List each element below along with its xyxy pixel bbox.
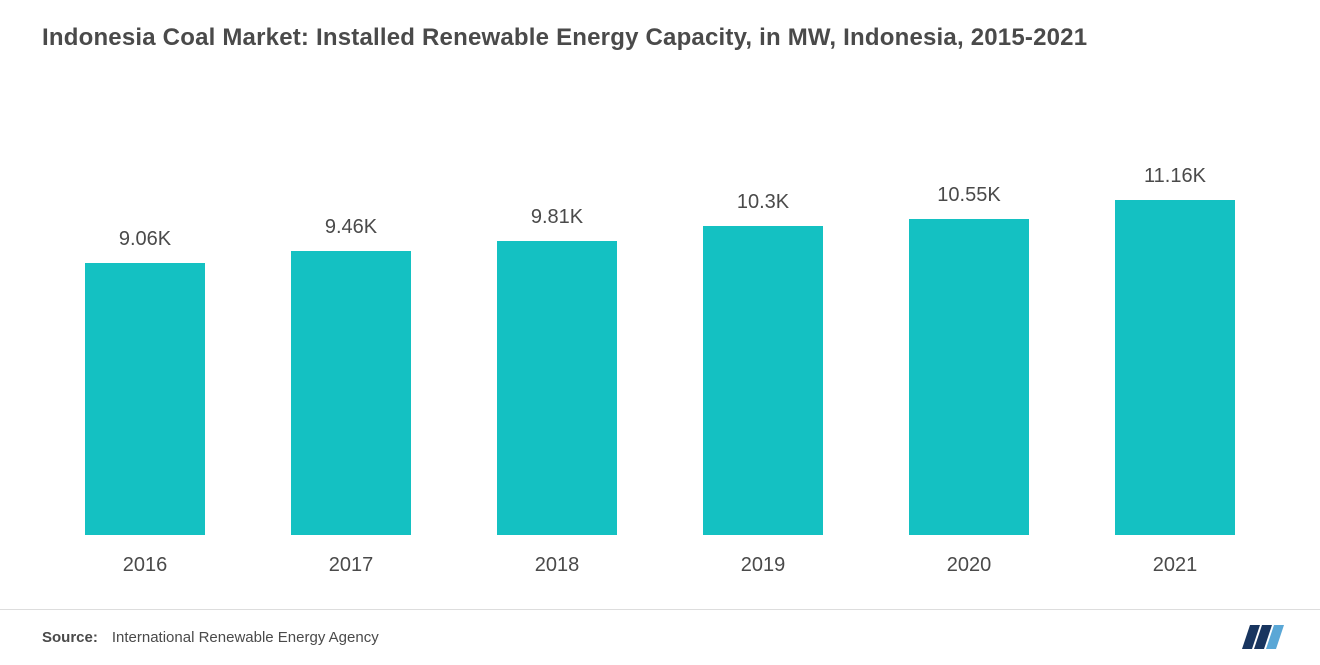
bar	[291, 251, 410, 535]
bar	[1115, 200, 1234, 535]
bar	[703, 226, 822, 535]
plot-area: 9.06K 9.46K 9.81K 10.3K 10.55K 11.16K	[42, 100, 1278, 535]
bar-value-label: 10.55K	[937, 184, 1000, 207]
x-tick-label: 2021	[1072, 554, 1278, 577]
bars-row: 9.06K 9.46K 9.81K 10.3K 10.55K 11.16K	[42, 100, 1278, 535]
bar	[497, 241, 616, 535]
source-label: Source:	[42, 629, 98, 646]
bar-slot: 10.55K	[866, 100, 1072, 535]
bar-slot: 9.06K	[42, 100, 248, 535]
bar-slot: 11.16K	[1072, 100, 1278, 535]
bar-value-label: 9.06K	[119, 228, 171, 251]
bar-value-label: 10.3K	[737, 191, 789, 214]
x-tick-label: 2018	[454, 554, 660, 577]
bar	[909, 219, 1028, 536]
chart-footer: Source: International Renewable Energy A…	[0, 609, 1320, 665]
bar-value-label: 11.16K	[1144, 165, 1206, 188]
bar-slot: 9.81K	[454, 100, 660, 535]
bar-value-label: 9.46K	[325, 216, 377, 239]
bar-slot: 9.46K	[248, 100, 454, 535]
source-text: International Renewable Energy Agency	[112, 629, 379, 646]
brand-logo-icon	[1240, 619, 1290, 655]
x-tick-label: 2019	[660, 554, 866, 577]
chart-container: Indonesia Coal Market: Installed Renewab…	[0, 0, 1320, 665]
x-tick-label: 2016	[42, 554, 248, 577]
x-tick-label: 2020	[866, 554, 1072, 577]
x-axis-labels: 201620172018201920202021	[42, 554, 1278, 577]
bar	[85, 263, 204, 535]
x-tick-label: 2017	[248, 554, 454, 577]
chart-title: Indonesia Coal Market: Installed Renewab…	[42, 24, 1087, 52]
bar-value-label: 9.81K	[531, 206, 583, 229]
bar-slot: 10.3K	[660, 100, 866, 535]
